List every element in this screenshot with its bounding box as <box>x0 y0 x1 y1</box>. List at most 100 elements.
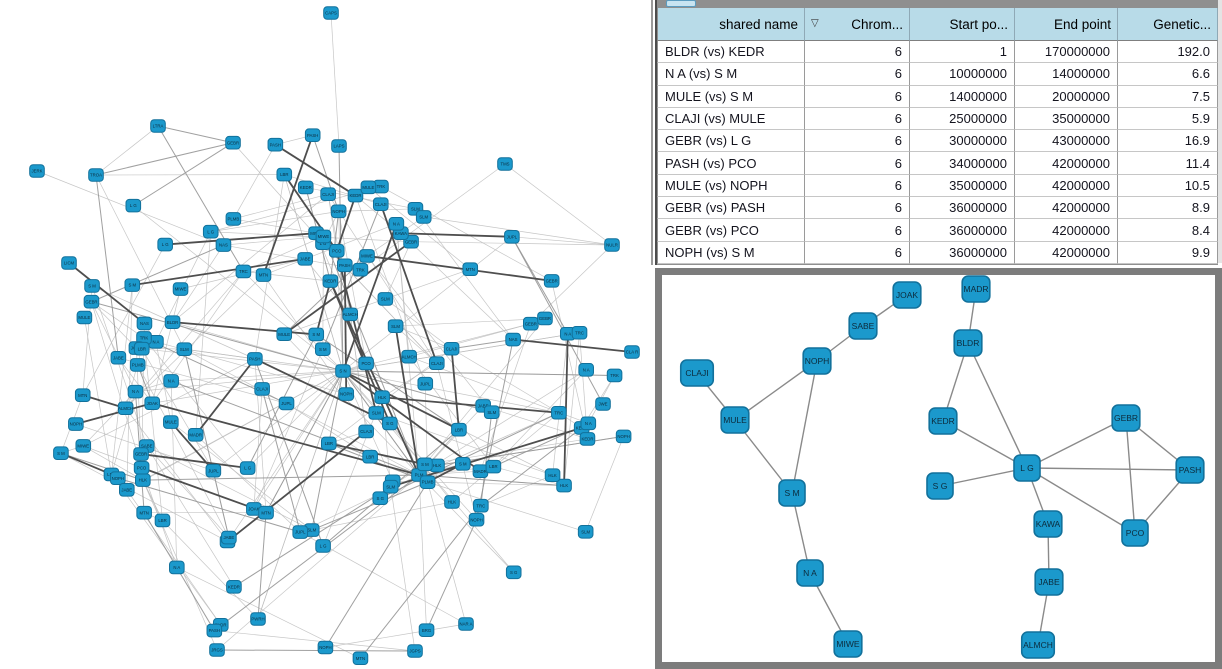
network-node-trc[interactable]: TRC <box>473 498 489 513</box>
table-row[interactable]: GEBR (vs) PASH 6 36000000 42000000 8.9 <box>657 197 1218 220</box>
network-node-pco[interactable]: PCO <box>358 356 374 371</box>
network-node-miwe[interactable]: MIWE <box>75 439 92 453</box>
network-node-s-m[interactable]: S M <box>778 479 806 507</box>
network-node-mtn[interactable]: MTN <box>352 651 369 666</box>
network-node-s-g[interactable]: S G <box>505 565 522 580</box>
network-node-hlk[interactable]: HLK <box>544 468 561 483</box>
network-node-mtn[interactable]: MTN <box>74 388 91 402</box>
network-node-noph[interactable]: NOPH <box>317 640 334 655</box>
network-node-s-m[interactable]: S M <box>84 279 100 293</box>
network-node-miwe[interactable]: MIWE <box>315 229 332 244</box>
network-node-miwe[interactable]: MIWE <box>359 249 375 263</box>
network-node-claji[interactable]: CLAJI <box>428 356 445 371</box>
network-node-slm[interactable]: SLM <box>382 479 399 494</box>
network-node-claji[interactable]: CLAJI <box>358 424 374 439</box>
network-node-kedr[interactable]: KEDR <box>226 580 242 594</box>
network-node-jupl[interactable]: JUPL <box>278 396 295 411</box>
network-node-madr[interactable]: MADR <box>961 275 991 303</box>
table-row[interactable]: MULE (vs) NOPH 6 35000000 42000000 10.5 <box>657 174 1218 198</box>
network-node-slm[interactable]: SLM <box>368 406 385 420</box>
network-node-jgps[interactable]: JGPS <box>407 644 423 658</box>
network-node-s-g[interactable]: S G <box>926 472 954 500</box>
network-node-jabe[interactable]: JABE <box>110 350 127 365</box>
network-node-brg[interactable]: BRG <box>418 623 435 638</box>
network-node-noph[interactable]: NOPH <box>615 429 632 444</box>
network-node-pash[interactable]: PASH <box>336 258 353 273</box>
network-node-n-a[interactable]: N A <box>169 560 185 575</box>
network-node-lbr[interactable]: LBR <box>276 167 293 182</box>
network-node-noph[interactable]: NOPH <box>468 512 485 527</box>
network-node-n-a[interactable]: N A <box>163 374 179 388</box>
network-node-plmb[interactable]: PLMB <box>225 212 242 226</box>
network-node-slm[interactable]: SLM <box>387 319 404 334</box>
network-node-slm[interactable]: SLM <box>176 342 193 356</box>
network-node-bldr[interactable]: BLDR <box>953 329 983 357</box>
network-node-noph[interactable]: NOPH <box>68 417 84 431</box>
filter-icon[interactable]: ▽ <box>811 17 819 30</box>
network-node-slm[interactable]: SLM <box>483 405 500 420</box>
network-node-jabe[interactable]: JABE <box>221 530 237 545</box>
network-node-pwrh[interactable]: PWRH <box>250 612 266 626</box>
network-node-noph[interactable]: NOPH <box>110 471 126 486</box>
network-node-slm[interactable]: SLM <box>577 524 594 539</box>
network-node-noph[interactable]: NOPH <box>338 387 355 401</box>
column-header-shared-name[interactable]: shared name <box>657 8 805 41</box>
network-node-s-m[interactable]: S M <box>417 457 433 472</box>
network-node-s-g[interactable]: S G <box>372 491 389 506</box>
network-node-almch[interactable]: ALMCH <box>401 349 417 364</box>
selected-network-panel[interactable]: JOAK MADR SABE BLDR NOPH CLAJI MULE KEDR GEBR L G… <box>655 268 1222 669</box>
network-node-lbr[interactable]: LBR <box>320 436 337 451</box>
network-node-cla-r[interactable]: CLA R <box>624 345 640 359</box>
network-node-claji[interactable]: CLAJI <box>443 341 460 356</box>
network-node-nas[interactable]: NAS <box>136 316 153 331</box>
network-node-n-a[interactable]: N A <box>388 217 405 231</box>
network-node-laps[interactable]: LAPS <box>331 139 347 153</box>
table-scrollbar-track[interactable] <box>657 0 1218 8</box>
table-scrollbar-thumb[interactable] <box>666 0 696 7</box>
network-node-l-g[interactable]: L G <box>125 198 142 213</box>
network-node-kawa[interactable]: KAWA <box>1033 510 1063 538</box>
network-node-pash[interactable]: PASH <box>267 137 284 152</box>
network-node-nar-a[interactable]: NAR A <box>458 617 474 631</box>
network-node-trk[interactable]: TRK <box>352 262 369 277</box>
main-network-panel[interactable]: CAPS LAPS S N PLM JERK LICM LTRA NULR JWE JRGS JGP… <box>0 0 650 669</box>
network-node-miwe[interactable]: MIWE <box>833 630 863 658</box>
network-node-caps[interactable]: CAPS <box>323 6 339 20</box>
network-node-jabe[interactable]: JABE <box>297 252 313 266</box>
network-node-plmb[interactable]: PLMB <box>129 358 146 372</box>
network-node-mule[interactable]: MULE <box>163 415 179 429</box>
table-row[interactable]: BLDR (vs) KEDR 6 1 170000000 192.0 <box>657 41 1218 64</box>
network-node-l-g[interactable]: L G <box>1013 454 1041 482</box>
network-node-mule[interactable]: MULE <box>360 180 377 195</box>
network-node-gebr[interactable]: GEBR <box>83 294 100 309</box>
network-node-nulr[interactable]: NULR <box>604 238 620 252</box>
network-node-jerk[interactable]: JERK <box>29 164 45 178</box>
network-node-kedr[interactable]: KEDR <box>297 180 314 195</box>
network-node-claji[interactable]: CLAJI <box>372 197 389 211</box>
network-node-n-a[interactable]: N A <box>580 416 597 431</box>
column-header-chromosome[interactable]: ▽ Chrom... <box>805 8 910 41</box>
network-node-slm[interactable]: SLM <box>415 210 432 224</box>
network-node-kedr[interactable]: KEDR <box>928 407 958 435</box>
network-node-l-g[interactable]: L G <box>315 539 331 553</box>
network-node-mtn[interactable]: MTN <box>462 262 479 276</box>
network-node-s-m[interactable]: S M <box>124 278 141 292</box>
network-node-trc[interactable]: TRC <box>551 405 567 420</box>
network-node-jupl[interactable]: JUPL <box>205 463 222 478</box>
network-node-s-m[interactable]: S M <box>308 327 325 342</box>
network-node-s-m[interactable]: S M <box>454 457 471 471</box>
network-node-madr[interactable]: MADR <box>472 464 489 478</box>
network-node-jupl[interactable]: JUPL <box>504 229 520 244</box>
network-node-l-g[interactable]: L G <box>239 461 256 475</box>
network-node-s-m[interactable]: S M <box>315 342 331 356</box>
network-node-noph[interactable]: NOPH <box>330 204 347 219</box>
network-node-almch[interactable]: ALMCH <box>342 307 359 322</box>
network-node-s-n[interactable]: S N <box>335 364 351 378</box>
network-node-trc[interactable]: TRC <box>235 264 252 279</box>
network-node-s-m[interactable]: S M <box>53 446 69 461</box>
network-node-mtn[interactable]: MTN <box>258 505 274 520</box>
network-node-l-g[interactable]: L G <box>202 224 219 239</box>
network-node-jabe[interactable]: JABE <box>1034 568 1064 596</box>
network-node-ltra[interactable]: LTRA <box>150 119 166 133</box>
